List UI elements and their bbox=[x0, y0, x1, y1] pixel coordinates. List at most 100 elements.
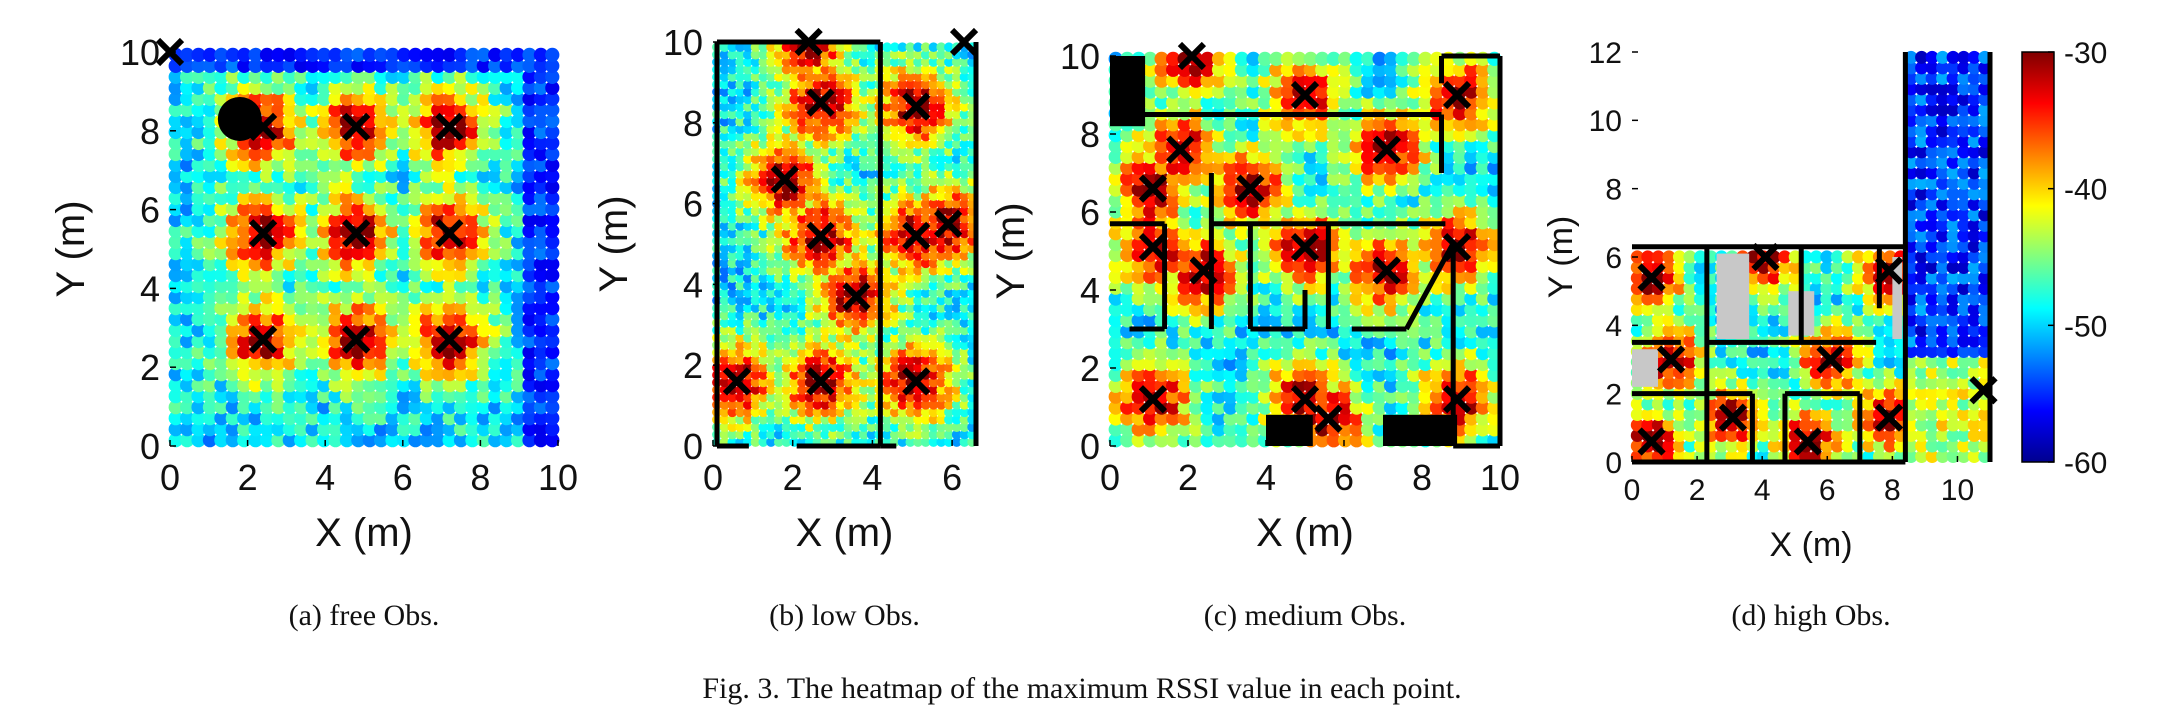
rssi-point bbox=[1269, 346, 1284, 361]
rssi-point bbox=[1234, 346, 1249, 361]
rssi-point bbox=[766, 131, 776, 142]
rssi-point bbox=[259, 135, 275, 151]
rssi-point bbox=[237, 334, 252, 349]
rssi-point bbox=[913, 295, 923, 306]
rssi-point bbox=[1246, 84, 1261, 99]
rssi-point bbox=[735, 213, 745, 224]
rssi-point bbox=[758, 94, 769, 105]
rssi-point bbox=[385, 201, 400, 217]
y-tick-label: 4 bbox=[683, 264, 703, 305]
rssi-point bbox=[835, 422, 846, 433]
rssi-point bbox=[510, 400, 526, 415]
rssi-point bbox=[442, 411, 457, 426]
rssi-point bbox=[1120, 422, 1135, 437]
rssi-point bbox=[1757, 355, 1771, 369]
rssi-point bbox=[488, 422, 503, 437]
rssi-point bbox=[1120, 171, 1135, 186]
rssi-point bbox=[1315, 128, 1330, 143]
rssi-point bbox=[385, 69, 400, 84]
rssi-point bbox=[797, 325, 807, 336]
rssi-point bbox=[1361, 237, 1376, 252]
rssi-point bbox=[282, 334, 297, 349]
rssi-point bbox=[959, 265, 970, 276]
rssi-point bbox=[913, 124, 923, 134]
rssi-point bbox=[305, 69, 320, 84]
rssi-point bbox=[385, 91, 400, 106]
rssi-point bbox=[465, 212, 480, 228]
rssi-point bbox=[804, 273, 815, 284]
rssi-point bbox=[1280, 237, 1295, 252]
rssi-point bbox=[431, 356, 446, 371]
rssi-point bbox=[804, 124, 815, 134]
rssi-point bbox=[1693, 261, 1707, 274]
rssi-point bbox=[835, 273, 846, 284]
rssi-point bbox=[1326, 95, 1341, 110]
rssi-point bbox=[1746, 292, 1760, 306]
rssi-point bbox=[843, 161, 854, 172]
rssi-point bbox=[1269, 302, 1284, 317]
rssi-point bbox=[851, 273, 861, 284]
rssi-point bbox=[843, 407, 854, 418]
rssi-point bbox=[1672, 418, 1686, 432]
rssi-point bbox=[191, 411, 206, 426]
rssi-point bbox=[750, 437, 761, 447]
rssi-point bbox=[828, 414, 838, 425]
rssi-point bbox=[797, 243, 807, 254]
rssi-point bbox=[1188, 237, 1204, 252]
rssi-point bbox=[1269, 95, 1284, 110]
rssi-point bbox=[750, 318, 761, 328]
rssi-point bbox=[928, 392, 939, 403]
rssi-point bbox=[1292, 367, 1307, 382]
rssi-point bbox=[328, 257, 343, 272]
rssi-point bbox=[828, 258, 838, 269]
rssi-point bbox=[180, 433, 195, 448]
rssi-point bbox=[294, 389, 309, 404]
rssi-point bbox=[774, 57, 784, 67]
rssi-point bbox=[1361, 117, 1376, 132]
rssi-point bbox=[408, 411, 423, 426]
rssi-point bbox=[735, 139, 745, 149]
rssi-point bbox=[828, 295, 838, 306]
y-tick-label: 8 bbox=[140, 111, 160, 152]
rssi-point bbox=[1257, 160, 1272, 175]
rssi-point bbox=[419, 212, 434, 228]
rssi-point bbox=[488, 323, 503, 338]
rssi-point bbox=[758, 64, 769, 75]
rssi-point bbox=[944, 333, 954, 343]
rssi-point bbox=[959, 392, 970, 403]
rssi-point bbox=[214, 411, 229, 426]
rssi-point bbox=[1188, 215, 1204, 230]
rssi-point bbox=[1406, 51, 1422, 66]
rssi-point bbox=[1475, 193, 1490, 208]
rssi-point bbox=[419, 80, 434, 95]
rssi-point bbox=[828, 213, 838, 224]
rssi-point bbox=[897, 57, 908, 67]
rssi-point bbox=[1429, 291, 1444, 306]
rssi-point bbox=[735, 124, 745, 134]
rssi-point bbox=[202, 69, 217, 84]
anchor-x-marker bbox=[1189, 256, 1218, 285]
rssi-point bbox=[1693, 366, 1707, 379]
rssi-point bbox=[758, 414, 769, 425]
rssi-point bbox=[890, 169, 900, 179]
rssi-point bbox=[866, 251, 877, 261]
rssi-point bbox=[499, 124, 514, 140]
rssi-point bbox=[727, 109, 738, 120]
rssi-point bbox=[1406, 280, 1422, 295]
rssi-point bbox=[442, 290, 457, 305]
rssi-point bbox=[735, 169, 745, 179]
rssi-point bbox=[453, 246, 469, 261]
rssi-point bbox=[890, 325, 900, 336]
rssi-point bbox=[859, 422, 869, 433]
rssi-point bbox=[1108, 367, 1123, 382]
rssi-point bbox=[214, 422, 229, 437]
rssi-point bbox=[271, 422, 286, 437]
rssi-point bbox=[789, 228, 799, 239]
rssi-point bbox=[351, 301, 366, 316]
rssi-point bbox=[913, 310, 923, 321]
rssi-point bbox=[522, 102, 537, 117]
rssi-point bbox=[944, 109, 954, 120]
rssi-point bbox=[781, 116, 792, 127]
rssi-point bbox=[959, 333, 970, 343]
rssi-point bbox=[882, 146, 892, 157]
